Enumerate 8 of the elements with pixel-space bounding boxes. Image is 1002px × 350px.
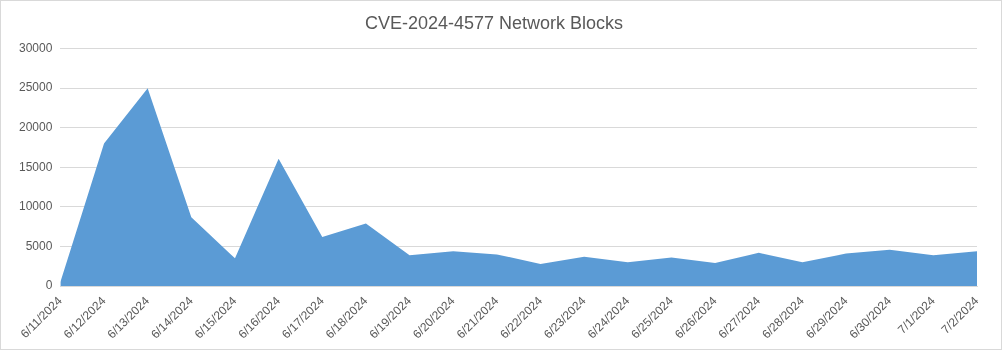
- y-tick-label: 10000: [18, 199, 53, 214]
- y-tick-label: 5000: [25, 238, 53, 253]
- y-tick-label: 15000: [18, 159, 53, 174]
- y-tick-label: 0: [45, 278, 53, 293]
- chart-title: CVE-2024-4577 Network Blocks: [364, 12, 624, 33]
- y-tick-label: 25000: [18, 80, 53, 95]
- y-tick-label: 20000: [18, 120, 53, 135]
- y-tick-label: 30000: [18, 40, 53, 55]
